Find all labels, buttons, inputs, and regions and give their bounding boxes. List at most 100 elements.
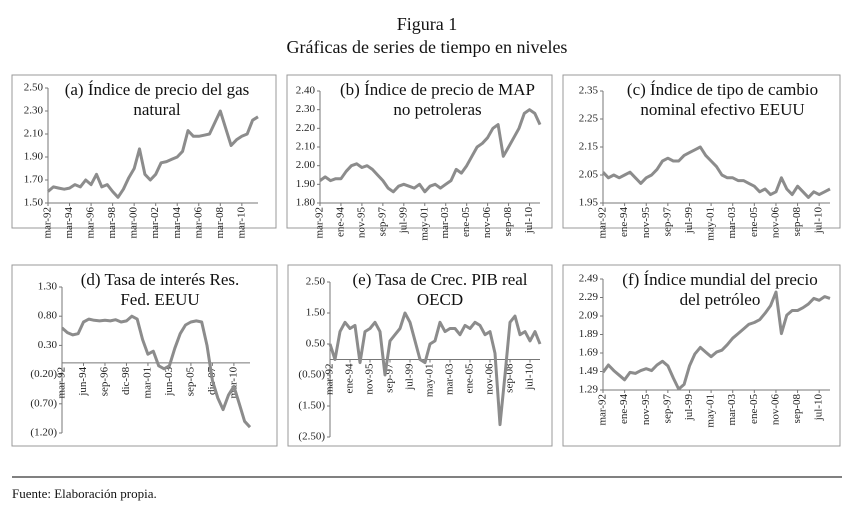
x-tick-label: mar-92 — [314, 207, 326, 239]
y-tick-label: 2.30 — [24, 105, 44, 117]
x-tick-label: mar-10 — [235, 207, 247, 239]
x-tick-label: jul-99 — [397, 207, 409, 235]
x-tick-label: nov-95 — [364, 363, 376, 395]
y-tick-label: 2.10 — [296, 141, 316, 153]
x-tick-label: mar-94 — [63, 207, 75, 239]
series-line — [61, 314, 252, 429]
series-line — [601, 290, 831, 391]
y-tick-label: (0.50) — [298, 369, 325, 381]
x-tick-label: ene-05 — [460, 207, 472, 237]
y-tick-label: 1.69 — [579, 347, 599, 359]
chart-title: (b) Índice de precio de MAP no petrolera… — [340, 80, 535, 119]
x-tick-label: mar-92 — [42, 207, 54, 239]
x-tick-label: ene-94 — [344, 363, 356, 393]
chart-title: (d) Tasa de interés Res. Fed. EEUU — [80, 270, 240, 309]
x-tick-label: sep-97 — [376, 207, 388, 237]
x-tick-label: jul-10 — [524, 363, 536, 391]
y-tick-label: 2.50 — [306, 276, 326, 288]
y-tick-label: 2.29 — [579, 291, 599, 303]
x-tick-label: may-01 — [705, 394, 717, 428]
x-tick-label: nov-95 — [640, 207, 652, 239]
y-tick-label: 2.40 — [296, 85, 316, 97]
x-tick-label: jul-99 — [404, 363, 416, 391]
y-tick-label: 1.70 — [24, 174, 44, 186]
x-tick-label: nov-06 — [769, 394, 781, 426]
figure-title: Figura 1 — [396, 14, 458, 34]
y-tick-label: 2.09 — [579, 310, 599, 322]
y-tick-label: (1.20) — [30, 427, 57, 439]
x-tick-label: ene-94 — [618, 394, 630, 424]
x-tick-label: sep-08 — [791, 207, 803, 237]
y-tick-label: 0.30 — [38, 339, 58, 351]
x-tick-label: mar-92 — [56, 367, 68, 399]
x-tick-label: jul-10 — [523, 207, 535, 235]
x-tick-label: mar-03 — [444, 363, 456, 395]
chart-title: (a) Índice de precio del gas natural — [64, 80, 250, 119]
x-tick-label: may-01 — [705, 207, 717, 241]
panel-border — [11, 264, 278, 447]
x-tick-label: mar-06 — [192, 207, 204, 239]
x-tick-label: jul-99 — [683, 207, 695, 235]
y-tick-label: (0.70) — [30, 397, 57, 409]
source: Fuente: Elaboración propia. — [12, 486, 157, 501]
x-tick-label: mar-02 — [149, 207, 161, 239]
x-tick-label: mar-96 — [85, 207, 97, 239]
x-tick-label: mar-00 — [128, 207, 140, 239]
y-tick-label: 2.10 — [24, 128, 44, 140]
y-tick-label: 1.29 — [579, 384, 599, 396]
x-tick-label: mar-98 — [106, 207, 118, 239]
y-tick-label: (0.20) — [30, 368, 57, 380]
y-tick-label: 0.50 — [306, 338, 326, 350]
x-tick-label: may-01 — [424, 364, 436, 398]
x-tick-label: jul-99 — [683, 394, 695, 422]
x-tick-label: nov-06 — [769, 207, 781, 239]
y-tick-label: 1.50 — [24, 197, 44, 209]
x-tick-label: dic-98 — [120, 366, 132, 395]
x-tick-label: sep-96 — [99, 366, 111, 396]
x-tick-label: ene-94 — [334, 207, 346, 237]
panel-border — [286, 74, 553, 229]
y-tick-label: 1.90 — [296, 178, 316, 190]
x-tick-label: nov-06 — [481, 207, 493, 239]
y-tick-label: 1.30 — [38, 281, 58, 293]
x-tick-label: jun-03 — [163, 366, 175, 396]
x-tick-label: nov-95 — [355, 207, 367, 239]
x-tick-label: mar-92 — [324, 364, 336, 396]
y-tick-label: 0.80 — [38, 310, 58, 322]
x-tick-label: mar-08 — [214, 207, 226, 239]
y-tick-label: 2.50 — [24, 82, 44, 94]
y-tick-label: 2.35 — [579, 85, 599, 97]
x-tick-label: mar-92 — [597, 394, 609, 426]
x-tick-label: sep-08 — [502, 207, 514, 237]
series-line — [47, 109, 259, 199]
x-tick-label: sep-05 — [184, 366, 196, 396]
figure-subtitle: Gráficas de series de tiempo en niveles — [286, 37, 568, 57]
series-line — [319, 108, 542, 194]
x-tick-label: sep-97 — [661, 394, 673, 424]
y-tick-label: 2.00 — [296, 159, 316, 171]
x-tick-label: nov-06 — [484, 363, 496, 395]
x-tick-label: sep-08 — [791, 394, 803, 424]
y-tick-label: 2.49 — [579, 273, 599, 285]
y-tick-label: 2.15 — [579, 141, 599, 153]
y-tick-label: 2.30 — [296, 103, 316, 115]
x-tick-label: jul-10 — [813, 207, 825, 235]
x-tick-label: sep-97 — [661, 207, 673, 237]
panel-border — [11, 74, 277, 229]
y-tick-label: (1.50) — [298, 400, 325, 412]
x-tick-label: mar-03 — [726, 394, 738, 426]
y-tick-label: 1.90 — [24, 151, 44, 163]
x-tick-label: ene-94 — [618, 207, 630, 237]
panel-border — [562, 264, 841, 447]
y-tick-label: 1.50 — [306, 307, 326, 319]
series-line — [328, 311, 542, 427]
y-tick-label: 2.20 — [296, 122, 316, 134]
y-tick-label: 2.05 — [579, 169, 599, 181]
x-tick-label: ene-05 — [748, 394, 760, 424]
x-tick-label: mar-03 — [726, 207, 738, 239]
y-tick-label: 1.49 — [579, 365, 599, 377]
y-tick-label: 1.89 — [579, 328, 599, 340]
x-tick-label: mar-01 — [141, 367, 153, 399]
